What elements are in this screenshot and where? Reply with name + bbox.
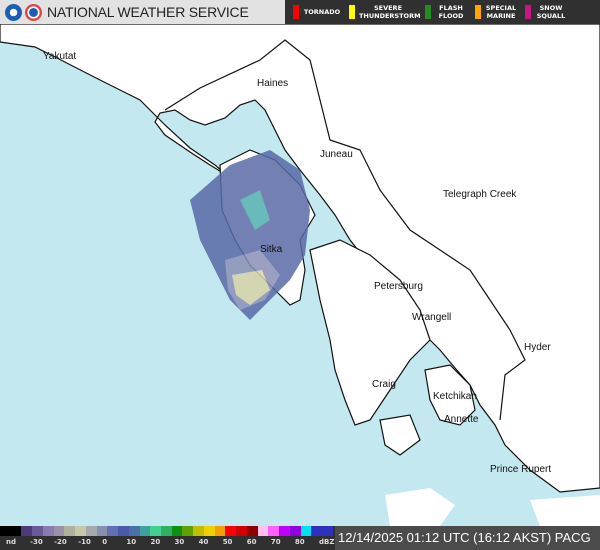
city-label: Craig <box>372 379 396 390</box>
colorbar-bin <box>42 526 54 536</box>
colorbar-tick: 20 <box>150 538 161 546</box>
colorbar-bin <box>214 526 226 536</box>
colorbar-bin <box>10 526 22 536</box>
colorbar-bin <box>289 526 301 536</box>
radar-map[interactable]: Yakutat Haines Juneau Telegraph Creek Si… <box>0 23 600 526</box>
colorbar-bin <box>300 526 312 536</box>
warning-legend: TORNADO SEVERE THUNDERSTORM FLASH FLOOD SPE… <box>285 0 600 24</box>
colorbar-tick: -30 <box>30 538 43 546</box>
colorbar-bin <box>193 526 204 536</box>
colorbar-bin <box>257 526 269 536</box>
colorbar-tick: 30 <box>174 538 185 546</box>
colorbar-tick: 80 <box>294 538 305 546</box>
legend-label: SEVERE THUNDERSTORM <box>359 4 421 20</box>
city-label: Ketchikan <box>433 391 477 402</box>
colorbar-bin <box>75 526 86 536</box>
colorbar-bin <box>96 526 108 536</box>
colorbar-bin <box>161 526 172 536</box>
colorbar-bin <box>171 526 183 536</box>
colorbar-bin <box>21 526 33 536</box>
colorbar-tick: 50 <box>222 538 233 546</box>
city-label: Sitka <box>260 244 283 255</box>
colorbar-tick: dBZ <box>319 538 335 546</box>
legend-swatch <box>525 5 531 19</box>
colorbar-bin <box>107 526 119 536</box>
colorbar-tick: 60 <box>246 538 257 546</box>
city-label: Yakutat <box>43 51 77 62</box>
colorbar-bin <box>118 526 129 536</box>
legend-label: TORNADO <box>303 8 341 16</box>
bottom-islands <box>385 488 600 526</box>
city-label: Telegraph Creek <box>443 189 517 200</box>
legend-swatch <box>293 5 299 19</box>
city-label: Annette <box>444 414 479 425</box>
canada-border <box>164 39 526 421</box>
page-title: NATIONAL WEATHER SERVICE <box>47 4 249 20</box>
legend-label: SPECIAL MARINE <box>485 4 517 20</box>
colorbar-bin <box>128 526 140 536</box>
city-label: Petersburg <box>374 281 423 292</box>
colorbar-bin <box>64 526 76 536</box>
nws-branding: NATIONAL WEATHER SERVICE <box>0 0 285 24</box>
colorbar-bin <box>53 526 65 536</box>
nws-logo <box>25 3 42 21</box>
colorbar-tick: 0 <box>102 538 108 546</box>
colorbar-bin <box>139 526 151 536</box>
colorbar-tick: nd <box>6 538 16 546</box>
noaa-logo <box>5 3 22 21</box>
colorbar-bin <box>268 526 280 536</box>
colorbar-bin <box>225 526 237 536</box>
colorbar-tick: -20 <box>54 538 67 546</box>
reflectivity-colorbar: nd -30 -20 -10 0 10 20 30 40 50 60 70 80 dBZ <box>0 526 335 550</box>
colorbar-bin <box>182 526 194 536</box>
colorbar-bin <box>311 526 323 536</box>
colorbar-tick: 40 <box>198 538 209 546</box>
legend-label: FLASH FLOOD <box>438 4 464 20</box>
radar-echoes <box>190 150 310 320</box>
city-label: Wrangell <box>412 312 452 323</box>
colorbar-tick: 70 <box>270 538 281 546</box>
colorbar-tick: -10 <box>78 538 91 546</box>
colorbar-bin <box>85 526 97 536</box>
mainland <box>0 23 600 493</box>
legend-swatch <box>349 5 355 19</box>
city-label: Juneau <box>320 149 353 160</box>
legend-swatch <box>475 5 481 19</box>
colorbar-bin <box>322 526 333 536</box>
colorbar-bin <box>236 526 247 536</box>
legend-swatch <box>425 5 431 19</box>
colorbar-bin <box>246 526 258 536</box>
footer: nd -30 -20 -10 0 10 20 30 40 50 60 70 80 dBZ 12/14/20… <box>0 526 600 550</box>
legend-label: SNOW SQUALL <box>536 4 566 20</box>
city-label: Prince Rupert <box>490 464 552 475</box>
colorbar-bin <box>150 526 162 536</box>
map-canvas <box>0 23 600 526</box>
colorbar-bin <box>0 526 11 536</box>
header: NATIONAL WEATHER SERVICE TORNADO SEVERE T… <box>0 0 600 24</box>
timestamp: 12/14/2025 01:12 UTC (16:12 AKST) PACG <box>335 526 600 550</box>
colorbar-bin <box>32 526 43 536</box>
city-label: Haines <box>257 78 289 89</box>
colorbar-bin <box>279 526 290 536</box>
city-label: Hyder <box>524 342 551 353</box>
colorbar-tick: 10 <box>126 538 137 546</box>
colorbar-bin <box>203 526 215 536</box>
